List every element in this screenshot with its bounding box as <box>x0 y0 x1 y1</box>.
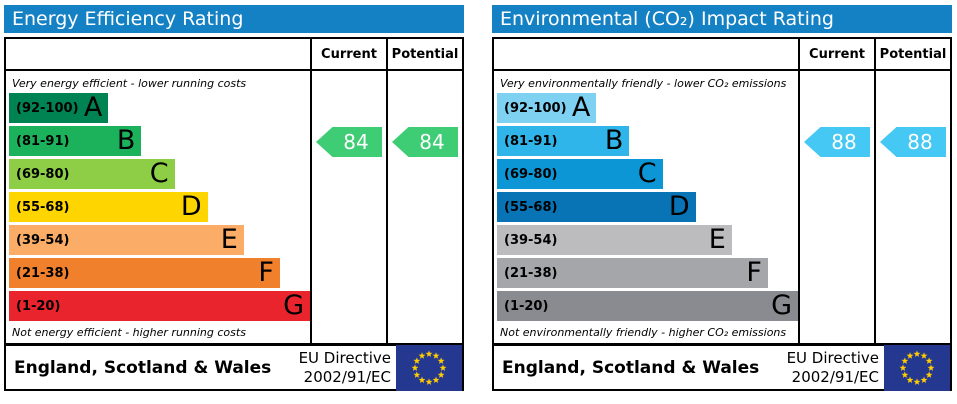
band-f: (21-38) F <box>497 258 768 288</box>
current-rating-value: 84 <box>343 130 369 154</box>
band-f: (21-38) F <box>9 258 280 288</box>
eu-flag-icon <box>396 344 462 391</box>
band-letter: B <box>116 125 136 156</box>
current-column: 84 <box>310 71 386 343</box>
potential-column-header: Potential <box>386 39 462 69</box>
current-rating-arrow: 88 <box>804 127 870 157</box>
band-range-label: (39-54) <box>504 232 558 248</box>
eu-directive-label: EU Directive 2002/91/EC <box>298 348 391 386</box>
band-range-label: (69-80) <box>16 166 70 182</box>
band-b: (81-91) B <box>9 125 142 156</box>
potential-column: 84 <box>386 71 462 343</box>
band-range-label: (69-80) <box>504 166 558 182</box>
region-label: England, Scotland & Wales <box>502 357 760 378</box>
band-letter: B <box>604 125 624 156</box>
band-range-label: (55-68) <box>504 199 558 215</box>
potential-column: 88 <box>874 71 950 343</box>
eu-directive-label: EU Directive 2002/91/EC <box>786 348 879 386</box>
rating-chart: Current Potential Very energy efficient … <box>4 37 464 391</box>
band-letter: C <box>149 158 169 189</box>
potential-rating-arrow: 88 <box>880 127 946 157</box>
band-letter: F <box>746 257 762 288</box>
band-letter: D <box>180 191 202 222</box>
top-note: Very environmentally friendly - lower CO… <box>500 77 787 90</box>
band-letter: G <box>283 290 304 321</box>
band-letter: F <box>258 257 274 288</box>
band-a: (92-100) A <box>9 92 109 123</box>
band-letter: D <box>668 191 690 222</box>
band-e: (39-54) E <box>497 225 732 255</box>
band-letter: A <box>83 92 103 123</box>
band-range-label: (21-38) <box>504 265 558 281</box>
current-rating-arrow: 84 <box>316 127 382 157</box>
bands-column: Very environmentally friendly - lower CO… <box>494 71 798 343</box>
chart-body: Very energy efficient - lower running co… <box>6 71 462 343</box>
band-b: (81-91) B <box>497 125 630 156</box>
band-range-label: (55-68) <box>16 199 70 215</box>
band-g: (1-20) G <box>9 291 310 321</box>
band-range-label: (92-100) <box>16 100 79 116</box>
eu-flag-icon <box>884 344 950 391</box>
footer-row: England, Scotland & Wales EU Directive 2… <box>494 343 950 391</box>
band-range-label: (81-91) <box>16 133 70 149</box>
band-c: (69-80) C <box>497 159 663 189</box>
bands-column: Very energy efficient - lower running co… <box>6 71 310 343</box>
band-letter: E <box>708 224 726 255</box>
panel-title: Environmental (CO₂) Impact Rating <box>492 5 952 33</box>
panel-title: Energy Efficiency Rating <box>4 5 464 33</box>
epc-charts: Energy Efficiency Rating Current Potenti… <box>4 5 952 391</box>
current-column: 88 <box>798 71 874 343</box>
bottom-note: Not environmentally friendly - higher CO… <box>500 326 787 339</box>
band-e: (39-54) E <box>9 225 244 255</box>
potential-rating-value: 88 <box>907 130 933 154</box>
potential-column-header: Potential <box>874 39 950 69</box>
band-c: (69-80) C <box>9 159 175 189</box>
column-header-row: Current Potential <box>6 39 462 71</box>
band-range-label: (92-100) <box>504 100 567 116</box>
band-a: (92-100) A <box>497 92 597 123</box>
band-range-label: (39-54) <box>16 232 70 248</box>
potential-rating-value: 84 <box>419 130 445 154</box>
band-letter: E <box>220 224 238 255</box>
potential-rating-arrow: 84 <box>392 127 458 157</box>
band-range-label: (81-91) <box>504 133 558 149</box>
bands: (92-100) A (81-91) B (69-80) C (55-68) D (39-54)… <box>9 93 310 321</box>
band-letter: C <box>637 158 657 189</box>
current-column-header: Current <box>310 39 386 69</box>
band-range-label: (21-38) <box>16 265 70 281</box>
column-header-row: Current Potential <box>494 39 950 71</box>
header-spacer <box>6 39 310 69</box>
band-g: (1-20) G <box>497 291 798 321</box>
band-range-label: (1-20) <box>504 298 549 314</box>
band-d: (55-68) D <box>497 192 696 222</box>
current-rating-value: 88 <box>831 130 857 154</box>
band-d: (55-68) D <box>9 192 208 222</box>
band-letter: A <box>571 92 591 123</box>
environmental-impact-panel: Environmental (CO₂) Impact Rating Curren… <box>492 5 952 391</box>
band-letter: G <box>771 290 792 321</box>
chart-body: Very environmentally friendly - lower CO… <box>494 71 950 343</box>
bottom-note: Not energy efficient - higher running co… <box>12 326 246 339</box>
footer-row: England, Scotland & Wales EU Directive 2… <box>6 343 462 391</box>
header-spacer <box>494 39 798 69</box>
top-note: Very energy efficient - lower running co… <box>12 77 247 90</box>
current-column-header: Current <box>798 39 874 69</box>
energy-efficiency-panel: Energy Efficiency Rating Current Potenti… <box>4 5 464 391</box>
band-range-label: (1-20) <box>16 298 61 314</box>
region-label: England, Scotland & Wales <box>14 357 272 378</box>
rating-chart: Current Potential Very environmentally f… <box>492 37 952 391</box>
bands: (92-100) A (81-91) B (69-80) C (55-68) D (39-54)… <box>497 93 798 321</box>
